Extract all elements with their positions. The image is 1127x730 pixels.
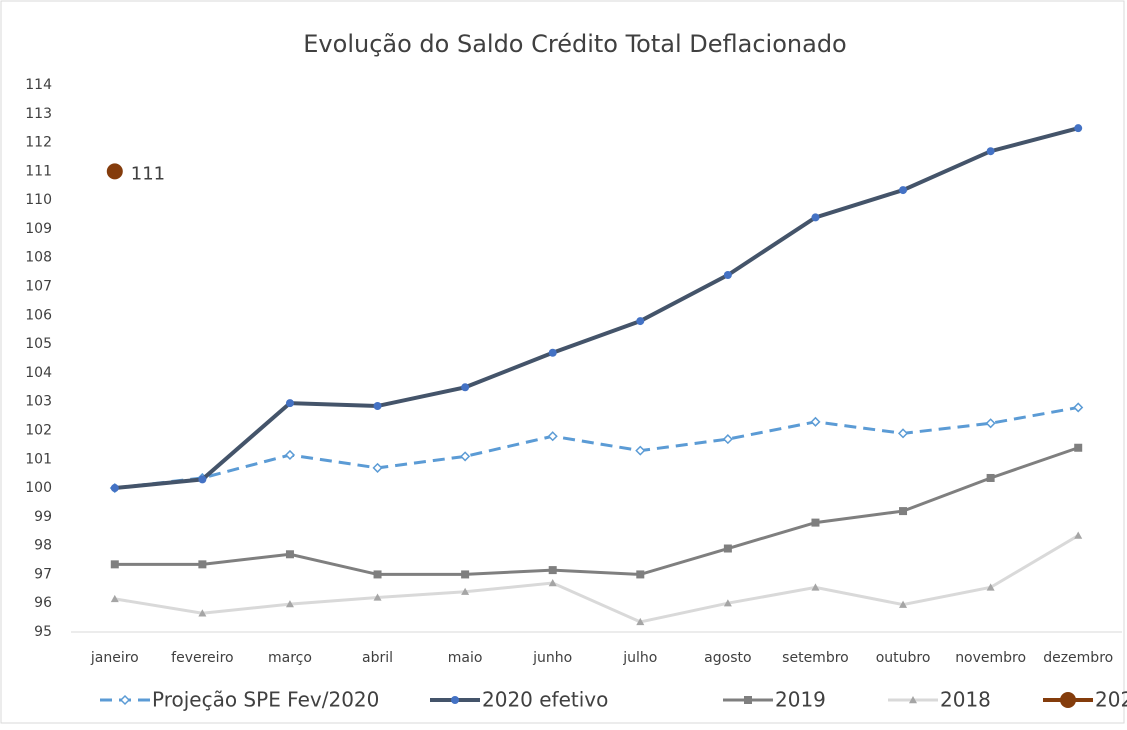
- y-tick-label: 114: [25, 77, 52, 93]
- marker: [461, 383, 470, 392]
- x-tick-label: dezembro: [1043, 650, 1113, 666]
- marker: [110, 560, 119, 569]
- marker: [110, 594, 119, 603]
- marker: [810, 416, 821, 427]
- marker: [985, 418, 996, 429]
- x-tick-label: julho: [622, 650, 657, 666]
- marker: [899, 507, 908, 516]
- legend-label: 2020 efetivo: [482, 688, 608, 712]
- marker: [198, 609, 207, 617]
- y-tick-label: 105: [25, 336, 52, 352]
- x-tick-label: novembro: [955, 650, 1026, 666]
- y-tick-label: 107: [25, 279, 52, 295]
- x-tick-label: fevereiro: [171, 650, 233, 666]
- x-tick-label: janeiro: [90, 650, 139, 666]
- marker: [636, 317, 645, 326]
- x-tick-label: agosto: [704, 650, 751, 666]
- marker: [635, 445, 646, 456]
- marker: [461, 570, 470, 579]
- legend-label: 2021: [1095, 688, 1127, 712]
- chart-title: Evolução do Saldo Crédito Total Deflacio…: [303, 30, 846, 58]
- y-tick-label: 99: [34, 509, 52, 525]
- x-tick-label: outubro: [876, 650, 931, 666]
- marker: [547, 431, 558, 442]
- y-tick-label: 112: [25, 135, 52, 151]
- marker: [198, 560, 207, 569]
- marker: [198, 475, 207, 484]
- marker: [119, 694, 131, 706]
- marker: [460, 451, 471, 462]
- marker: [1074, 531, 1083, 539]
- marker: [722, 434, 733, 445]
- marker: [372, 462, 383, 473]
- marker: [373, 570, 382, 579]
- marker: [1073, 402, 1084, 413]
- y-tick-label: 98: [34, 538, 52, 554]
- series-line: [114, 405, 1079, 490]
- legend-label: 2019: [775, 688, 826, 712]
- y-tick-label: 103: [25, 394, 52, 410]
- y-tick-label: 102: [25, 422, 52, 438]
- marker: [1060, 692, 1076, 708]
- marker: [285, 399, 294, 408]
- marker: [723, 544, 732, 553]
- marker: [1074, 443, 1083, 452]
- series-line: [114, 126, 1079, 491]
- marker: [373, 593, 382, 601]
- marker: [285, 550, 294, 559]
- legend-label: 2018: [940, 688, 991, 712]
- y-tick-label: 101: [25, 451, 52, 467]
- marker: [373, 402, 382, 411]
- marker: [899, 600, 908, 608]
- x-tick-label: abril: [362, 650, 393, 666]
- marker: [723, 599, 732, 607]
- y-tick-label: 113: [25, 106, 52, 122]
- y-tick-label: 110: [25, 192, 52, 208]
- marker: [636, 617, 645, 626]
- y-tick-label: 106: [25, 307, 52, 323]
- y-tick-label: 97: [34, 566, 52, 582]
- y-tick-label: 96: [34, 595, 52, 611]
- y-tick-label: 109: [25, 221, 52, 237]
- marker: [284, 449, 296, 461]
- marker: [811, 583, 820, 591]
- x-tick-label: junho: [532, 650, 572, 666]
- x-tick-label: maio: [448, 650, 483, 666]
- marker: [909, 696, 917, 704]
- marker: [110, 484, 119, 493]
- marker: [744, 696, 752, 704]
- y-tick-label: 104: [25, 365, 52, 381]
- marker: [548, 566, 557, 575]
- marker: [285, 600, 294, 608]
- marker: [986, 583, 995, 591]
- marker: [548, 348, 557, 357]
- series-line: [114, 446, 1079, 576]
- marker: [548, 579, 557, 587]
- y-tick-label: 95: [34, 624, 52, 640]
- x-tick-label: março: [268, 650, 312, 666]
- series-line: [114, 534, 1079, 624]
- marker: [811, 518, 820, 527]
- marker: [636, 570, 645, 579]
- marker: [986, 147, 995, 156]
- y-tick-label: 100: [25, 480, 52, 496]
- marker: [811, 213, 820, 222]
- marker: [723, 271, 732, 280]
- marker: [1074, 124, 1083, 133]
- marker: [986, 473, 995, 482]
- y-tick-label: 111: [25, 163, 52, 179]
- marker: [899, 186, 908, 195]
- y-tick-label: 108: [25, 250, 52, 266]
- marker: [106, 163, 123, 180]
- legend-label: Projeção SPE Fev/2020: [152, 688, 379, 712]
- marker: [897, 428, 909, 439]
- marker: [451, 696, 459, 704]
- data-label: 111: [131, 163, 165, 184]
- marker: [461, 587, 470, 595]
- x-tick-label: setembro: [782, 650, 849, 666]
